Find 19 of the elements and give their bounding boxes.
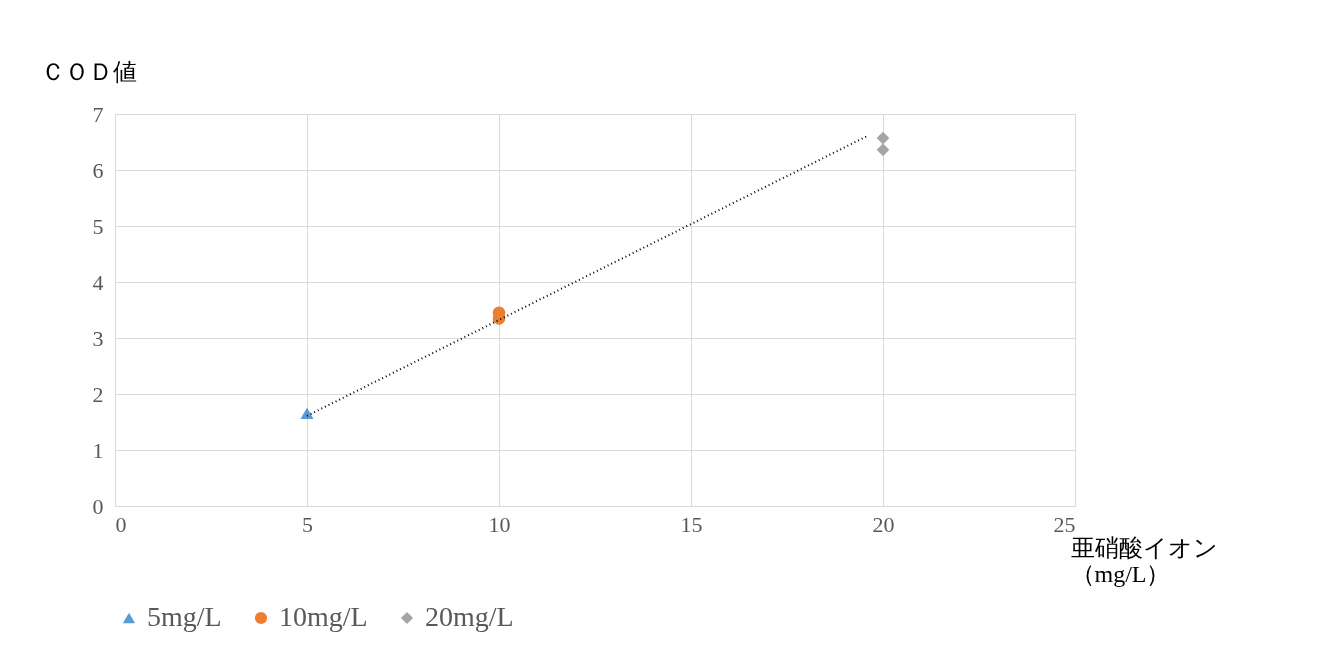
x-tick-label: 10 (488, 511, 511, 537)
y-tick-label: 6 (92, 157, 104, 183)
y-tick-label: 1 (92, 437, 104, 463)
x-axis-title: 亜硝酸イオン（mg/L） (1070, 534, 1218, 587)
y-tick-label: 7 (92, 101, 104, 127)
y-tick-label: 4 (92, 269, 104, 295)
x-tick-label: 15 (680, 511, 703, 537)
x-tick-label: 0 (115, 511, 127, 537)
y-tick-label: 5 (92, 213, 104, 239)
x-tick-label: 5 (302, 511, 313, 537)
x-tick-label: 20 (872, 511, 895, 537)
y-axis-title: ＣＯＤ値 (40, 58, 137, 85)
legend-label: 10mg/L (279, 601, 368, 632)
legend-label: 5mg/L (147, 601, 222, 632)
y-tick-label: 3 (92, 325, 104, 351)
x-tick-label: 25 (1053, 511, 1076, 537)
y-tick-label: 0 (92, 493, 104, 519)
y-tick-label: 2 (92, 381, 104, 407)
legend-label: 20mg/L (425, 601, 514, 632)
